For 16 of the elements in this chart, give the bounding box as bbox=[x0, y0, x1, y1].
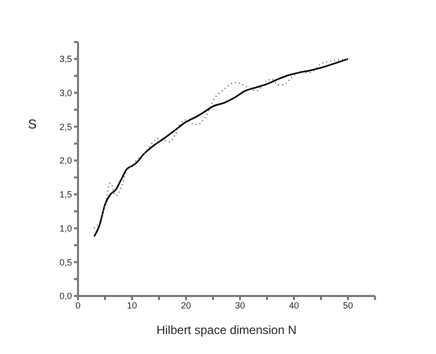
x-axis-title: Hilbert space dimension N bbox=[156, 323, 297, 337]
y-tick-label: 1,0 bbox=[59, 223, 72, 234]
y-tick-label: 3,0 bbox=[59, 88, 72, 98]
x-tick-label: 0 bbox=[75, 300, 81, 310]
x-tick-label: 30 bbox=[234, 300, 246, 310]
y-axis-title: S bbox=[28, 116, 37, 132]
x-tick-label: 50 bbox=[342, 300, 354, 310]
y-tick-label: 0,5 bbox=[59, 257, 72, 268]
y-tick-label: 0,0 bbox=[59, 291, 72, 302]
x-tick-label: 10 bbox=[126, 300, 138, 310]
x-tick-label: 40 bbox=[288, 300, 300, 310]
y-tick-label: 2,5 bbox=[59, 122, 72, 132]
y-tick-label: 1,5 bbox=[59, 190, 72, 200]
x-tick-label: 20 bbox=[180, 300, 192, 310]
y-tick-label: 3,5 bbox=[59, 54, 72, 64]
y-tick-label: 2,0 bbox=[59, 156, 72, 166]
